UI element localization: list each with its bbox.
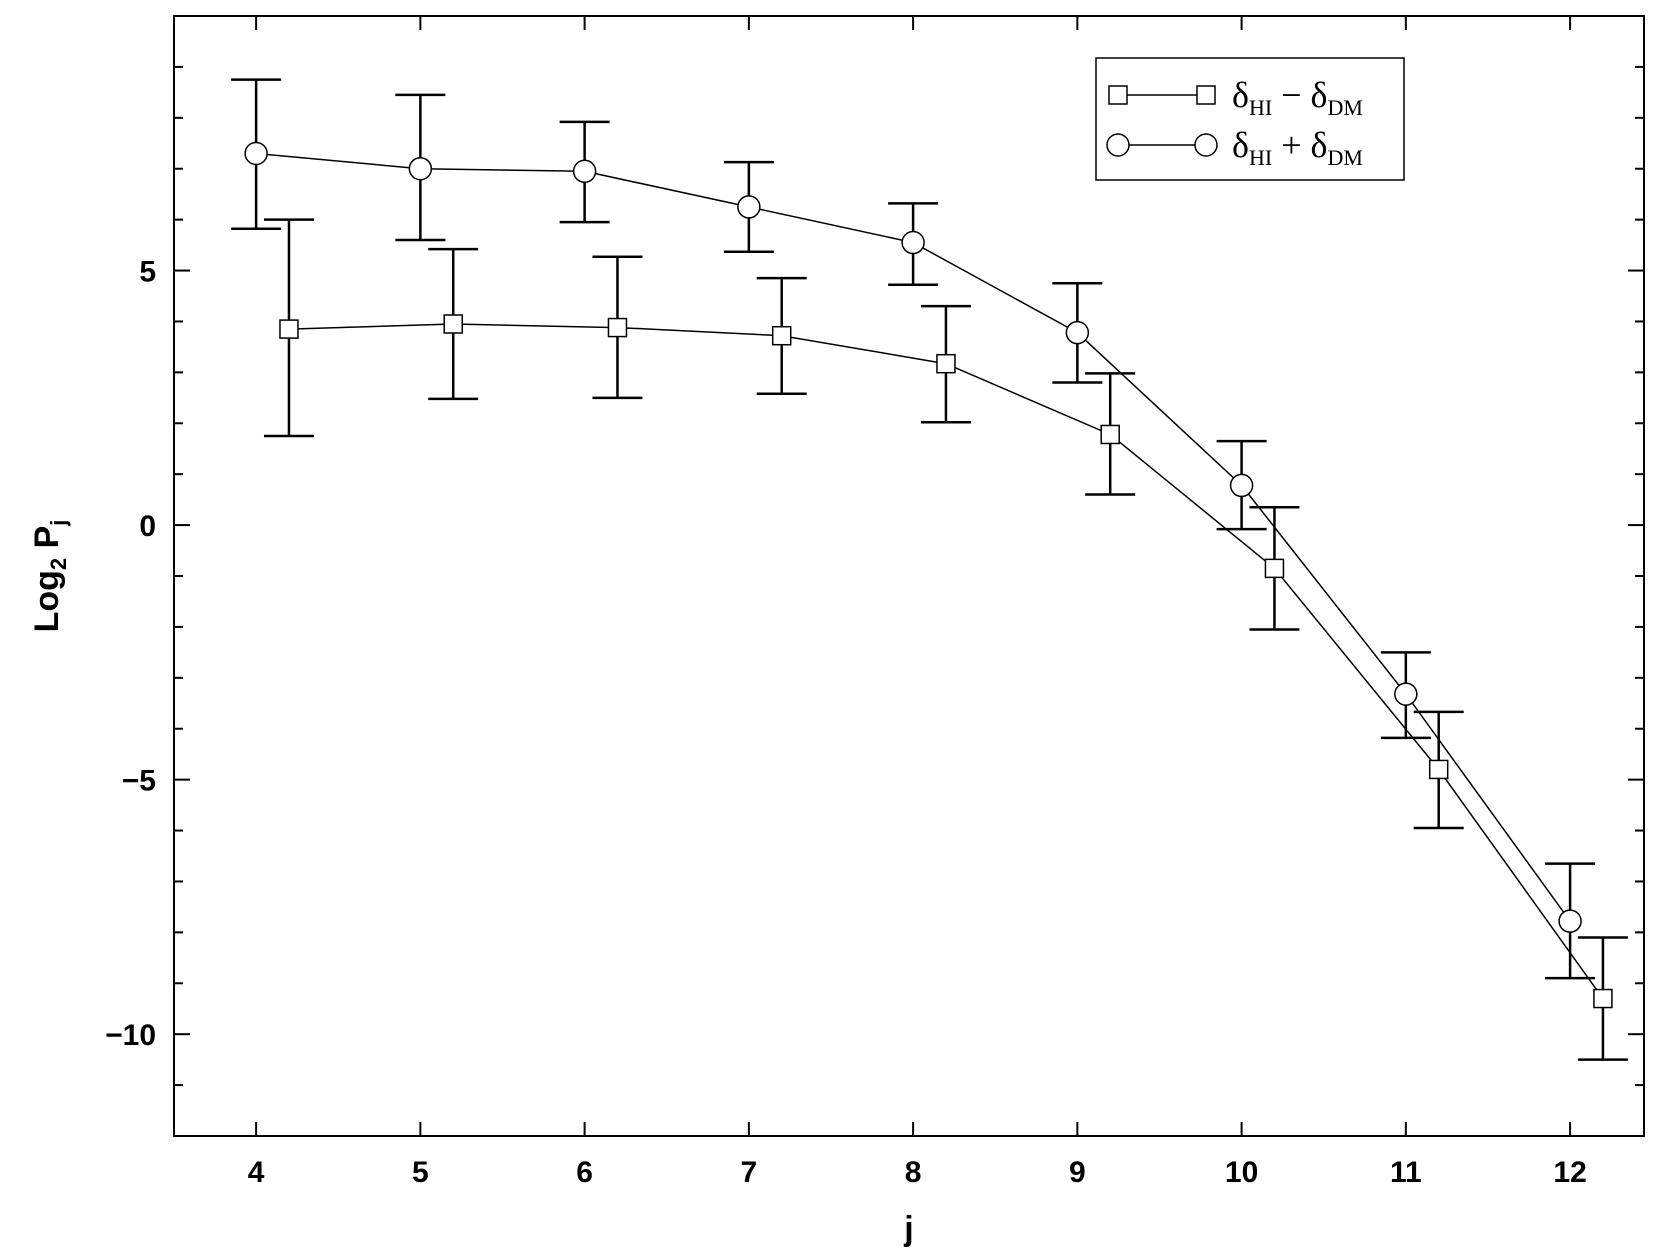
x-tick-label: 11 [1390, 1156, 1422, 1189]
legend-label-circle: δHI + δDM [1232, 125, 1363, 170]
y-axis-title-main: Log [28, 570, 66, 632]
circle-marker [1558, 909, 1582, 933]
x-tick-label: 10 [1225, 1156, 1258, 1189]
square-marker [279, 319, 299, 339]
x-tick-label: 8 [905, 1156, 922, 1189]
legend-box [1095, 57, 1405, 181]
x-tick-label: 7 [741, 1156, 758, 1189]
circle-marker [1065, 320, 1090, 345]
tick-labels: 4 5 6 7 8 9 10 11 12 5 0 −5 −10 [105, 256, 1587, 1189]
axis-ticks [174, 16, 1644, 1136]
legend-entry-circle: δHI + δDM [1106, 125, 1363, 170]
y-axis-title: Log2 Pj [28, 520, 71, 633]
series-layer [231, 78, 1628, 1061]
y-tick-label: −5 [122, 765, 156, 798]
square-series [263, 218, 1628, 1061]
square-marker [1264, 558, 1285, 579]
square-marker [936, 353, 956, 374]
plot-frame [173, 15, 1645, 1137]
square-marker [443, 314, 463, 334]
y-axis-title-sub2: j [46, 520, 71, 527]
circle-marker [408, 156, 433, 181]
y-tick-label: −10 [105, 1019, 156, 1052]
legend-marker-square-left [1108, 85, 1128, 105]
circle-marker [1229, 473, 1254, 498]
y-axis-title-sub: 2 [46, 558, 71, 570]
legend-label-square: δHI − δDM [1232, 75, 1363, 120]
legend-marker-square-right [1196, 85, 1216, 105]
circle-series [231, 78, 1596, 980]
x-axis-title: j [903, 1210, 913, 1248]
circle-marker [901, 230, 925, 255]
x-tick-label: 5 [412, 1156, 429, 1189]
legend-marker-circle-right [1194, 133, 1218, 157]
legend-entry-square: δHI − δDM [1108, 75, 1363, 120]
x-tick-label: 4 [248, 1156, 265, 1189]
legend-marker-circle-left [1106, 133, 1130, 157]
y-axis-title-main2: P [28, 526, 66, 558]
y-tick-label: 5 [139, 256, 156, 289]
square-marker [607, 317, 628, 338]
circle-marker [737, 195, 761, 219]
square-marker [1100, 424, 1120, 445]
square-marker [1428, 759, 1449, 780]
x-tick-label: 6 [576, 1156, 593, 1189]
square-marker [1593, 988, 1613, 1009]
x-tick-label: 9 [1069, 1156, 1086, 1189]
square-marker [771, 325, 792, 346]
circle-marker [244, 141, 268, 166]
circle-marker [1394, 682, 1418, 706]
y-tick-label: 0 [139, 510, 156, 543]
legend: δHI − δDM δHI + δDM [1095, 57, 1405, 181]
circle-marker [572, 159, 597, 184]
x-tick-label: 12 [1553, 1156, 1586, 1189]
